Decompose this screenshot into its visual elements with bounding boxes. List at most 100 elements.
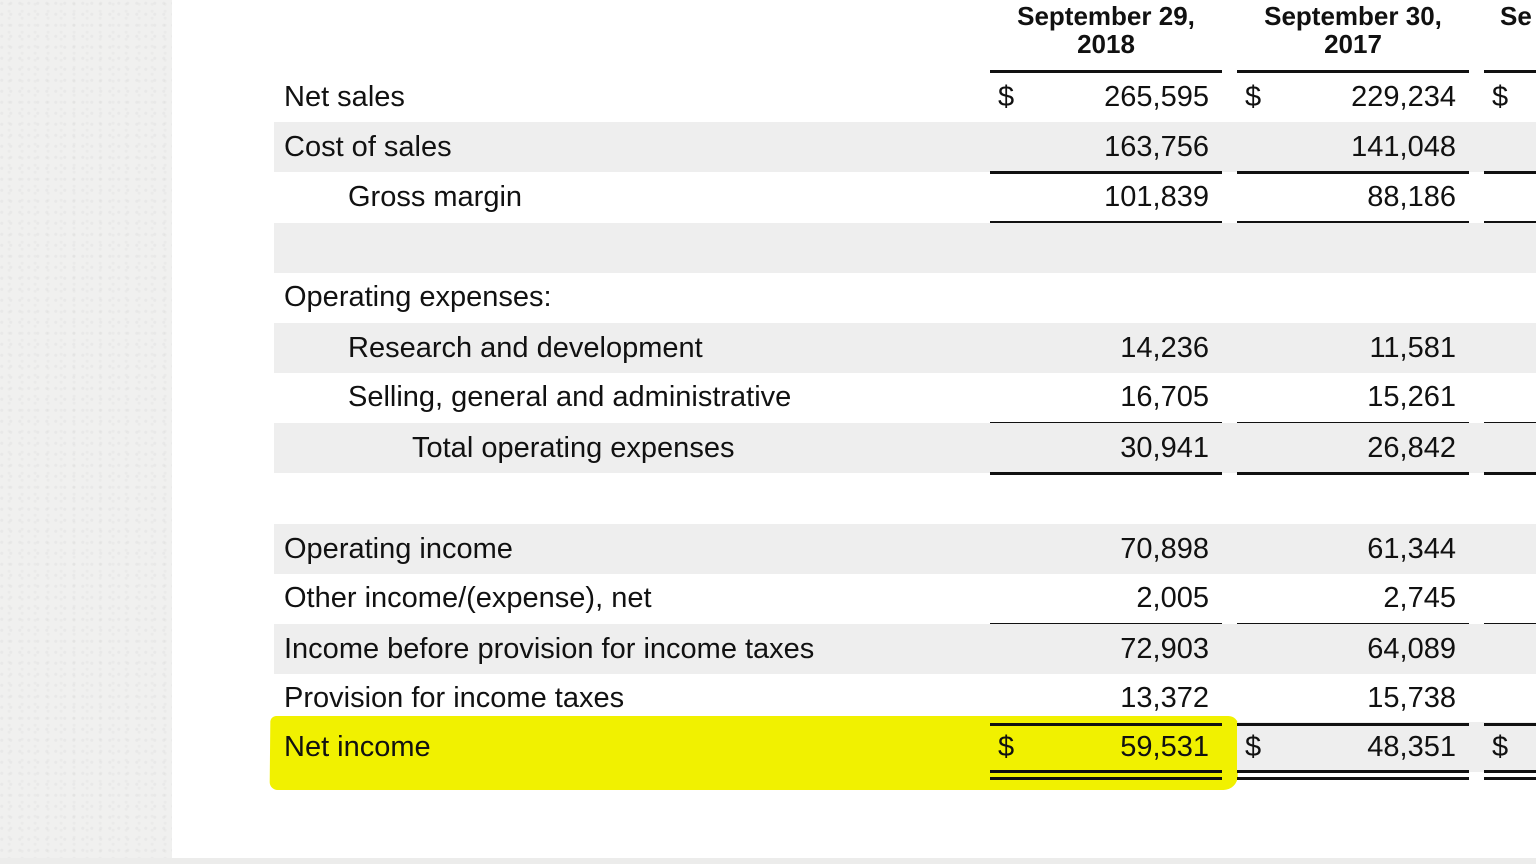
subtotal-rule [1484,723,1536,726]
value-cell: $ 229,234 [1237,72,1469,122]
value: 141,048 [1351,131,1456,163]
value-cell: $ [1484,72,1536,122]
table-row-sga: Selling, general and administrative 16,7… [274,372,1536,422]
value: 2,005 [1136,582,1209,614]
double-rule-bottom [1484,777,1536,780]
page-bottom-edge [0,858,1536,864]
value: 15,261 [1367,381,1456,413]
row-label: Net sales [284,81,405,113]
column-header-2016-partial: Se [1484,2,1536,30]
total-rule [990,472,1222,475]
header-rule [1484,70,1536,73]
value: 15,738 [1367,682,1456,714]
value-cell: 2,745 [1237,573,1469,623]
net-income-row-shade [1237,722,1536,772]
value-cell: 16,705 [990,372,1222,422]
total-rule [990,221,1222,224]
row-label: Gross margin [348,181,523,213]
value-cell: $ 265,595 [990,72,1222,122]
value-cell: $ 48,351 [1237,722,1469,772]
table-row-spacer [274,223,1536,273]
value-cell: 14,236 [990,323,1222,373]
column-header-line2: 2018 [1077,29,1135,59]
value-cell: 61,344 [1237,524,1469,574]
value-cell: $ [1484,722,1536,772]
value-cell: 15,261 [1237,372,1469,422]
table-row-provision-taxes: Provision for income taxes 13,372 15,738 [274,673,1536,723]
value-cell: 101,839 [990,172,1222,222]
value: 11,581 [1369,332,1456,364]
row-label: Operating income [284,533,513,565]
table-row-cost-of-sales: Cost of sales 163,756 141,048 [274,122,1536,172]
total-rule [1484,221,1536,224]
column-header-line2: 2017 [1324,29,1382,59]
dollar-sign: $ [1245,81,1262,113]
table-row-income-before-taxes: Income before provision for income taxes… [274,624,1536,674]
value-cell: 26,842 [1237,423,1469,473]
value-cell: 30,941 [990,423,1222,473]
value-cell: 64,089 [1237,624,1469,674]
value-cell: $ 59,531 [990,722,1222,772]
value: 88,186 [1367,181,1456,213]
table-row-net-income: Net income $ 59,531 $ 48,351 $ [274,722,1536,772]
subtotal-rule [990,171,1222,174]
row-label: Net income [284,731,431,763]
value-cell: 13,372 [990,673,1222,723]
total-rule [1484,472,1536,475]
total-rule [1237,472,1469,475]
value: 61,344 [1367,533,1456,565]
subtotal-rule [1237,723,1469,726]
row-label: Research and development [348,332,703,364]
value: 14,236 [1120,332,1209,364]
value: 70,898 [1120,533,1209,565]
value-cell: 2,005 [990,573,1222,623]
row-label: Total operating expenses [412,432,735,464]
value: 48,351 [1367,731,1456,763]
dollar-sign: $ [998,81,1015,113]
value-cell: 15,738 [1237,673,1469,723]
header-rule [1237,70,1469,73]
row-label: Income before provision for income taxes [284,633,815,665]
value: 16,705 [1120,381,1209,413]
double-rule-bottom [1237,777,1469,780]
row-label: Provision for income taxes [284,682,625,714]
value: 101,839 [1104,181,1209,213]
double-rule-top [1237,770,1469,773]
value-cell: 141,048 [1237,122,1469,172]
value: 265,595 [1104,81,1209,113]
total-rule [1237,221,1469,224]
dollar-sign: $ [1492,731,1509,763]
row-label: Operating expenses: [284,281,552,313]
column-header-line1: September 29, [1017,1,1195,31]
row-label: Selling, general and administrative [348,381,792,413]
table-row-operating-income: Operating income 70,898 61,344 [274,524,1536,574]
value-cell: 72,903 [990,624,1222,674]
double-rule-top [1484,770,1536,773]
subtotal-rule [990,723,1222,726]
table-row-spacer [274,474,1536,524]
subtotal-rule [1237,171,1469,174]
double-rule-bottom [990,777,1222,780]
dollar-sign: $ [1245,731,1262,763]
row-label: Cost of sales [284,131,452,163]
column-header-line1: September 30, [1264,1,1442,31]
table-row-total-operating-expenses: Total operating expenses 30,941 26,842 [274,423,1536,473]
double-rule-top [990,770,1222,773]
column-header-line1: Se [1500,1,1532,31]
dollar-sign: $ [1492,81,1509,113]
column-header-2018: September 29, 2018 [990,2,1222,58]
table-row-operating-expenses-heading: Operating expenses: [274,272,1536,322]
header-rule [990,70,1222,73]
value: 26,842 [1367,432,1456,464]
row-label: Other income/(expense), net [284,582,652,614]
value-cell: 11,581 [1237,323,1469,373]
background-texture [0,0,172,864]
value: 229,234 [1351,81,1456,113]
value: 2,745 [1383,582,1456,614]
value: 59,531 [1120,731,1209,763]
value: 64,089 [1367,633,1456,665]
column-header-2017: September 30, 2017 [1237,2,1469,58]
value: 163,756 [1104,131,1209,163]
dollar-sign: $ [998,731,1015,763]
table-row-gross-margin: Gross margin 101,839 88,186 [274,172,1536,222]
